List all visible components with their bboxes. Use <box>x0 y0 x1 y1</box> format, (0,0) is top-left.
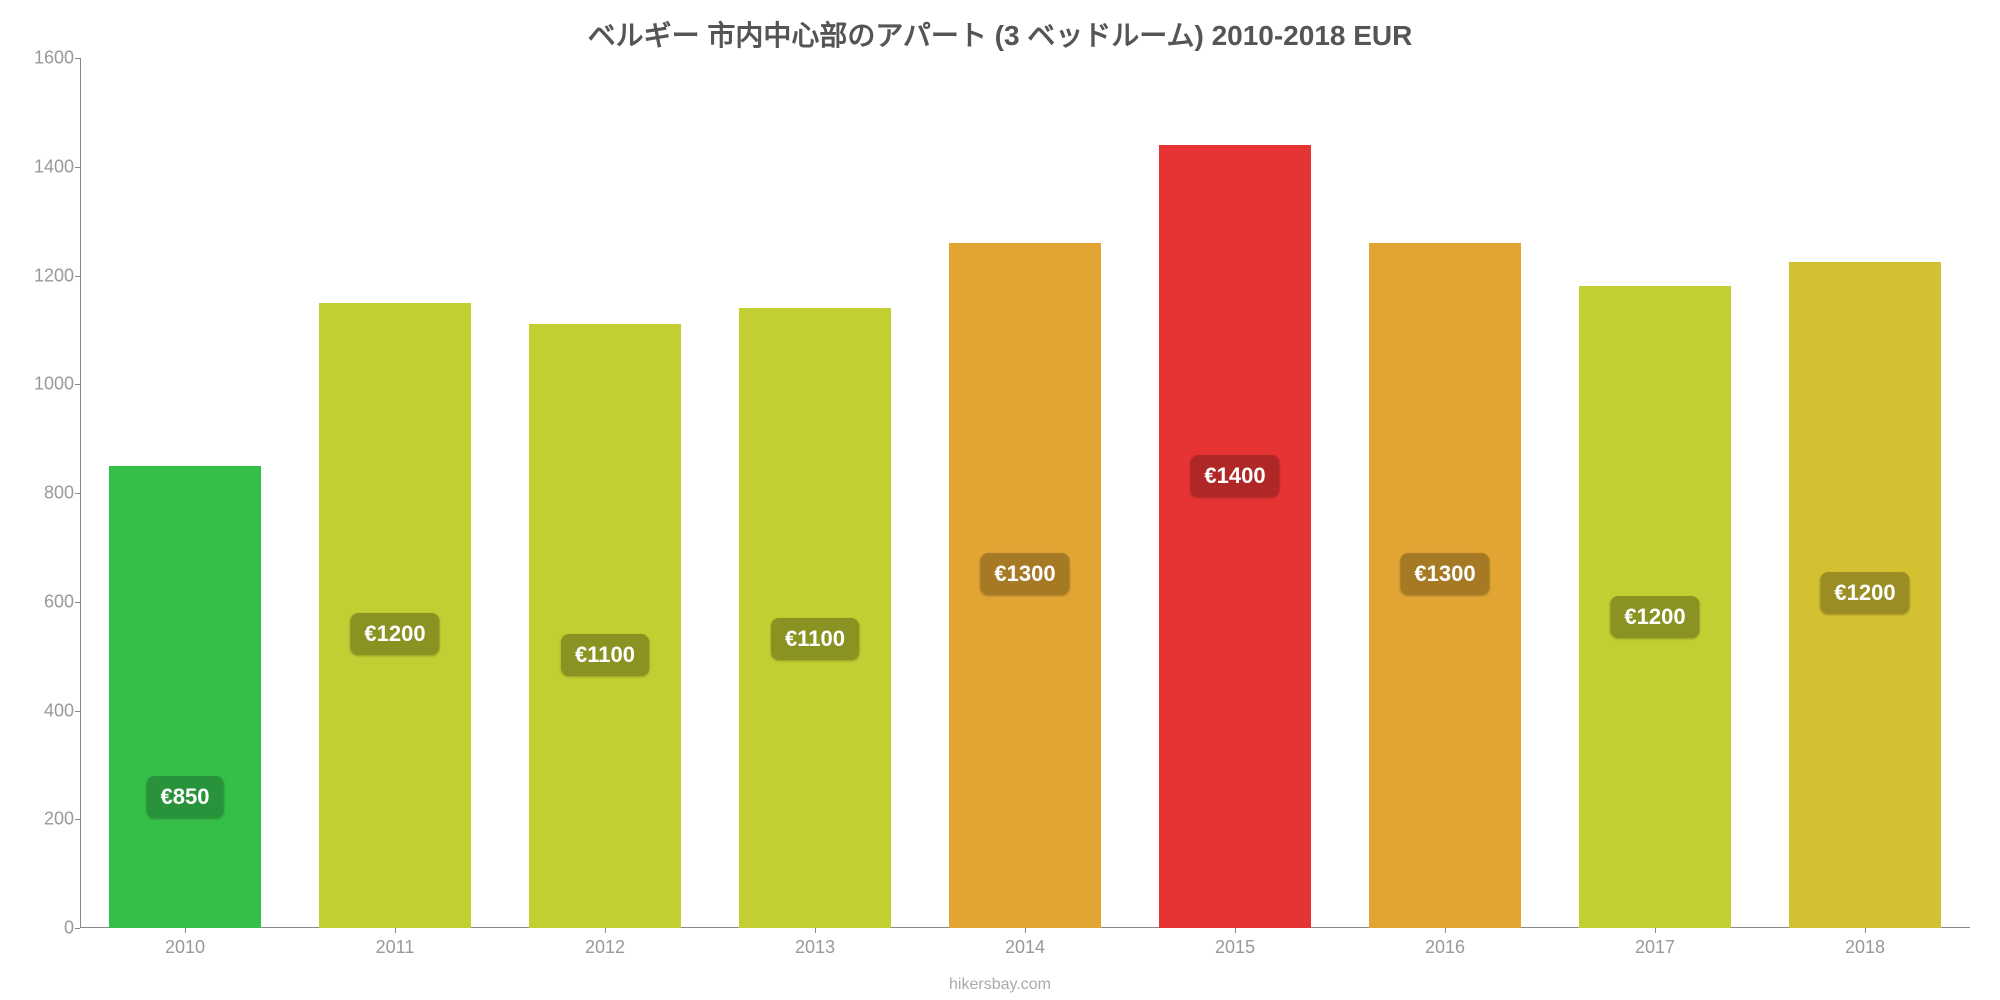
bar-value-label: €1100 <box>561 634 649 676</box>
bar-value-label: €1300 <box>980 553 1069 595</box>
x-tick-mark <box>1235 928 1236 933</box>
x-tick-label: 2018 <box>1845 937 1885 958</box>
bar-value-label: €1200 <box>1820 572 1909 614</box>
x-tick-mark <box>395 928 396 933</box>
x-tick-label: 2014 <box>1005 937 1045 958</box>
bar-value-label: €1300 <box>1400 553 1489 595</box>
y-tick-label: 200 <box>28 809 74 830</box>
bar-value-label: €1400 <box>1190 455 1279 497</box>
bar: €1200 <box>1579 286 1730 928</box>
x-tick-label: 2016 <box>1425 937 1465 958</box>
y-tick-mark <box>75 711 80 712</box>
bar-value-label: €1100 <box>771 618 859 660</box>
x-tick-mark <box>815 928 816 933</box>
y-tick-mark <box>75 493 80 494</box>
x-tick-mark <box>1025 928 1026 933</box>
y-tick-mark <box>75 384 80 385</box>
bar: €1400 <box>1159 145 1310 928</box>
y-tick-mark <box>75 58 80 59</box>
x-tick-mark <box>1655 928 1656 933</box>
bar: €1300 <box>1369 243 1520 928</box>
y-tick-label: 1400 <box>28 156 74 177</box>
bar: €1100 <box>529 324 680 928</box>
x-tick-mark <box>605 928 606 933</box>
x-tick-mark <box>1445 928 1446 933</box>
bars-container: €850 €1200 €1100 €1100 €1300 €1400 €1300 €1200 €… <box>80 58 1970 928</box>
y-tick-label: 600 <box>28 591 74 612</box>
y-tick-label: 1600 <box>28 48 74 69</box>
y-tick-mark <box>75 928 80 929</box>
chart-title: ベルギー 市内中心部のアパート (3 ベッドルーム) 2010-2018 EUR <box>0 14 2000 54</box>
x-tick-mark <box>1865 928 1866 933</box>
x-tick-label: 2015 <box>1215 937 1255 958</box>
bar-value-label: €850 <box>147 776 224 818</box>
y-tick-mark <box>75 276 80 277</box>
y-tick-label: 1000 <box>28 374 74 395</box>
x-tick-label: 2013 <box>795 937 835 958</box>
chart-area: €850 €1200 €1100 €1100 €1300 €1400 €1300 €1200 €… <box>80 58 1970 928</box>
attribution: hikersbay.com <box>0 976 2000 994</box>
y-tick-label: 400 <box>28 700 74 721</box>
x-tick-label: 2012 <box>585 937 625 958</box>
bar-value-label: €1200 <box>350 613 439 655</box>
y-tick-label: 1200 <box>28 265 74 286</box>
bar: €1200 <box>319 303 470 928</box>
y-tick-mark <box>75 602 80 603</box>
bar: €1300 <box>949 243 1100 928</box>
y-tick-mark <box>75 819 80 820</box>
x-tick-label: 2010 <box>165 937 205 958</box>
y-tick-mark <box>75 167 80 168</box>
bar: €1200 <box>1789 262 1940 928</box>
plot-region: €850 €1200 €1100 €1100 €1300 €1400 €1300 €1200 €… <box>80 58 1970 928</box>
x-tick-mark <box>185 928 186 933</box>
x-tick-label: 2011 <box>376 937 415 958</box>
y-tick-label: 0 <box>28 918 74 939</box>
bar-value-label: €1200 <box>1610 596 1699 638</box>
x-tick-label: 2017 <box>1635 937 1675 958</box>
bar: €850 <box>109 466 260 928</box>
y-tick-label: 800 <box>28 483 74 504</box>
bar: €1100 <box>739 308 890 928</box>
